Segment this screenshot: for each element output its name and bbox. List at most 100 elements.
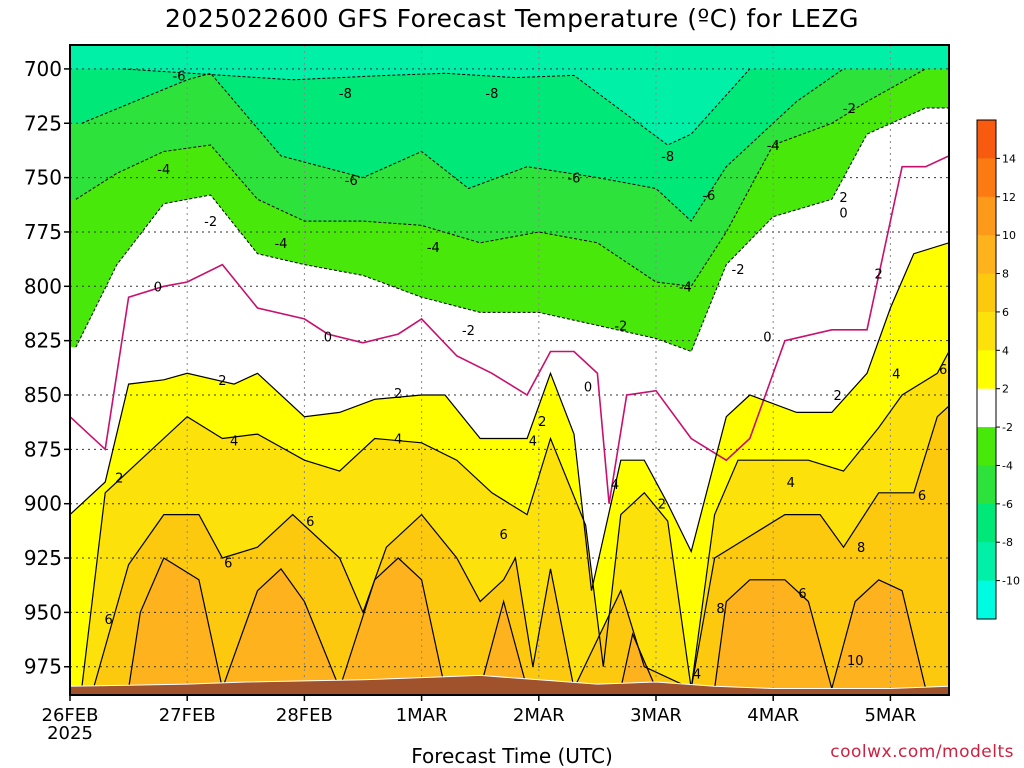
contour-label-text: 6 [224,556,232,571]
contour-label-text: 2 [218,374,226,389]
contour-label-1: -8 [339,87,352,102]
contour-label-18: 0 [324,330,332,345]
contour-label-13: -4 [679,280,692,295]
contour-label-44: 8 [716,602,724,617]
isotherm--6 [81,68,844,222]
contour-label-26: 2 [834,389,842,404]
contour-label-2: -8 [485,87,498,102]
colorbar-bin-12-to-14 [977,158,996,198]
contour-label-text: -8 [661,150,674,165]
contour-label-text: -4 [427,241,440,256]
temperature-fill-layer [70,45,949,695]
contour-label-21: 0 [839,206,847,221]
x-tick-label-27FEB: 27FEB [159,705,216,726]
contour-label-text: 6 [306,515,314,530]
contour-label-text: 2 [115,472,123,487]
contour-label-text: 6 [499,528,507,543]
colorbar-label-12: 12 [1002,191,1016,204]
contour-label-31: 4 [529,435,537,450]
x-tick-label-2MAR: 2MAR [513,705,565,726]
contour-label-text: 2 [839,191,847,206]
contour-label-text: -2 [614,319,627,334]
contour-label-text: 6 [918,489,926,504]
colorbar-label--10: -10 [1002,575,1020,588]
contour-label-6: -8 [661,150,674,165]
contour-label-9: -2 [843,102,856,117]
contour-label-text: 4 [394,432,402,447]
x-axis-label: Forecast Time (UTC) [411,744,613,768]
contour-label-0: -6 [173,69,186,84]
contour-label-text: 0 [154,280,162,295]
contour-label-text: -6 [567,172,580,187]
contour-label-text: 2 [658,498,666,513]
contour-label-text: -2 [204,215,217,230]
y-tick-label-850: 850 [24,383,62,407]
contour-label-text: 0 [324,330,332,345]
isotherm--2 [75,107,949,353]
colorbar-bin-14-to-16 [977,120,996,159]
y-axis: 700 725 750 775 800 825 850 875 900 925 950 975 [24,57,70,679]
colorbar-bin-10-to-12 [977,196,996,236]
colorbar-label-8: 8 [1002,268,1009,281]
colorbar-label--8: -8 [1002,536,1013,549]
contour-label-35: 4 [693,667,701,682]
contour-label-38: 6 [306,515,314,530]
contour-label-40: 6 [798,587,806,602]
contour-label-text: 4 [611,478,619,493]
colorbar-bin-2-to-4 [977,350,996,390]
contour-label-4: -6 [345,174,358,189]
colorbar-bin--8-to--6 [977,503,996,543]
colorbar-frame [976,119,997,620]
contour-label-41: 6 [918,489,926,504]
isotherm-2 [70,242,949,591]
contour-label-42: 6 [939,363,947,378]
y-tick-label-750: 750 [24,166,62,190]
colorbar-label-10: 10 [1002,229,1016,242]
y-tick-label-700: 700 [24,57,62,81]
fill-region-above-8 [70,558,949,695]
contour-label-text: -4 [157,163,170,178]
contour-label-34: 4 [892,367,900,382]
y-tick-label-775: 775 [24,220,62,244]
contour-label-24: 2 [538,415,546,430]
colorbar-label-4: 4 [1002,344,1009,357]
contour-label-text: -6 [345,174,358,189]
x-tick-label-28FEB: 28FEB [276,705,333,726]
colorbar-bin-8-to-10 [977,235,996,275]
contour-label-text: -4 [767,139,780,154]
x-axis: 26FEB 27FEB 28FEB 1MAR 2MAR 3MAR 4MAR 5MAR 2025 [42,695,916,744]
y-tick-label-800: 800 [24,274,62,298]
chart-title: 2025022600 GFS Forecast Temperature (ºC)… [165,4,859,33]
contour-label-3: -4 [157,163,170,178]
x-tick-label-1MAR: 1MAR [396,705,448,726]
contour-label-text: 2 [538,415,546,430]
colorbar-bin--12-to--10 [977,580,996,620]
contour-label-text: -6 [173,69,186,84]
isotherm-0 [70,155,949,504]
terrain-band [70,674,949,695]
contour-label-text: -2 [462,324,475,339]
colorbar-bin-6-to-8 [977,273,996,313]
contour-label-32: 4 [611,478,619,493]
contour-label-39: 6 [499,528,507,543]
contour-label-10: -2 [204,215,217,230]
x-tick-label-4MAR: 4MAR [747,705,799,726]
contour-label-text: 4 [230,435,238,450]
contour-label-8: -4 [767,139,780,154]
contour-label-46: 10 [847,654,864,669]
y-tick-label-975: 975 [24,655,62,679]
contour-label-text: 8 [716,602,724,617]
x-tick-label-26FEB: 26FEB [42,705,99,726]
colorbar-bin--2-to-2 [977,388,996,428]
terrain-surface [70,674,949,695]
contour-label-text: -8 [485,87,498,102]
contour-label-text: 2 [834,389,842,404]
contour-label-text: 4 [892,367,900,382]
credit-text: coolwx.com/modelts [830,742,1014,762]
contour-label-text: -2 [843,102,856,117]
isotherm-8 [128,557,927,691]
contour-label-29: 4 [230,435,238,450]
contour-labels: -6-8 -8-4-6 -6-8-6-4-2-2-4 -4-4-2-2 -2000002… [105,69,948,682]
contour-label-text: -6 [702,189,715,204]
contour-label-text: 0 [584,380,592,395]
